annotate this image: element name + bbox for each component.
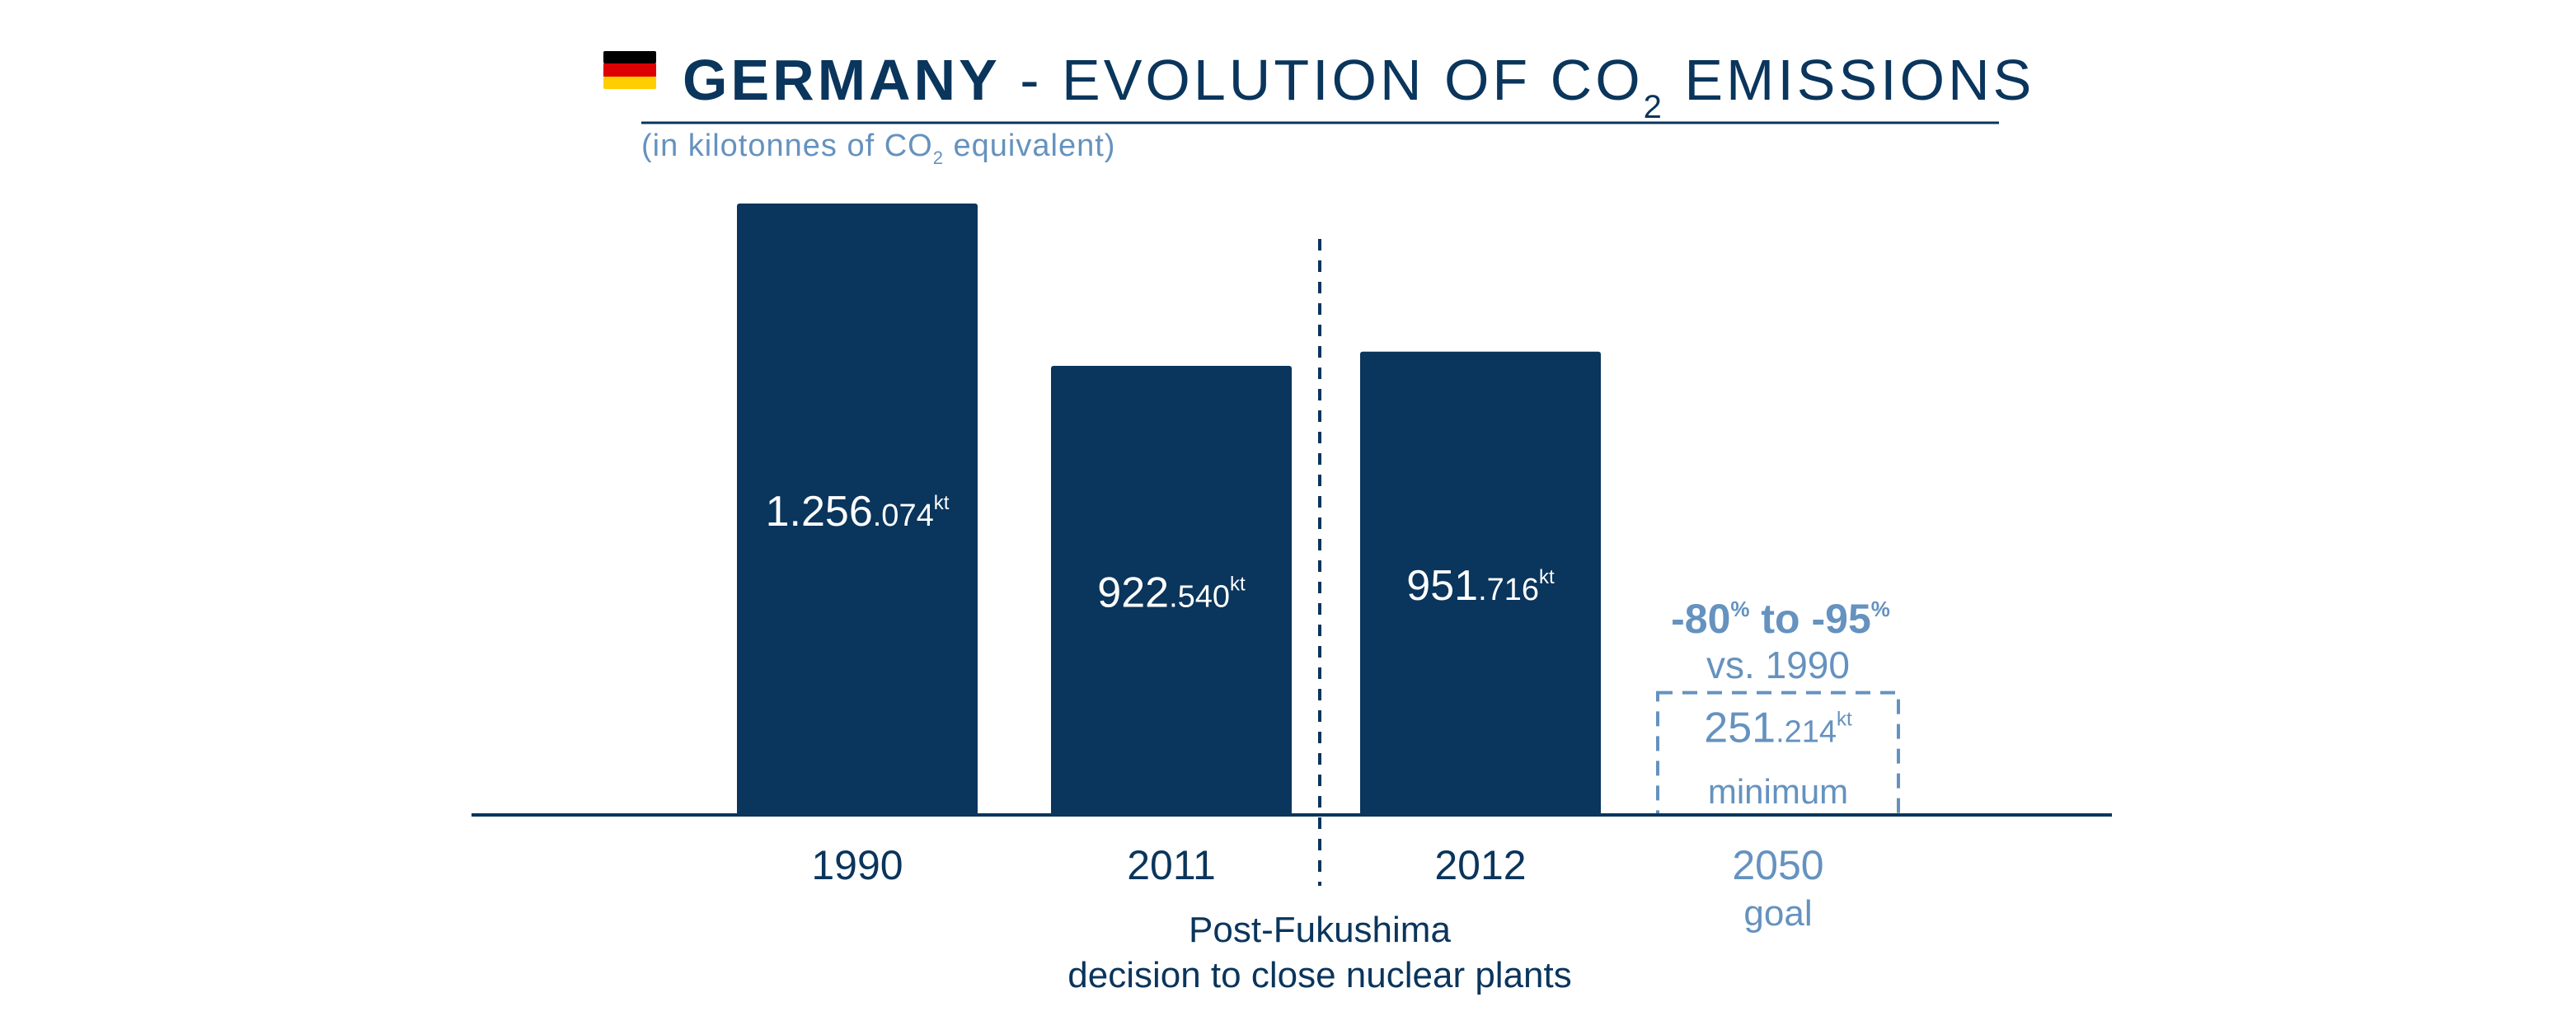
x-tick-label-2012: 2012 <box>1434 842 1526 888</box>
flag-stripe-red <box>603 63 656 77</box>
title-subscript: 2 <box>1644 89 1665 125</box>
value-label-1990: 1.256.074kt <box>766 488 950 536</box>
bar-1990 <box>737 204 978 815</box>
goal-caption: goal <box>1743 893 1812 934</box>
title-main-prefix: EVOLUTION OF CO <box>1062 48 1644 112</box>
subtitle-suffix: equivalent) <box>944 129 1115 163</box>
x-tick-label-1990: 1990 <box>811 842 903 888</box>
chart-subtitle: (in kilotonnes of CO2 equivalent) <box>641 129 1115 168</box>
flag-stripe-black <box>603 51 656 63</box>
value-label-decimals: .540 <box>1169 580 1230 615</box>
title-country: GERMANY <box>683 48 1001 112</box>
value-label-main: 922 <box>1097 569 1169 617</box>
germany-flag-icon <box>603 51 656 89</box>
x-tick-label-2011: 2011 <box>1127 842 1216 888</box>
subtitle-subscript: 2 <box>933 147 944 168</box>
goal-reduction-range: -80% to -95% <box>1671 596 1890 642</box>
value-label-main: 251 <box>1704 705 1776 752</box>
goal-reduction-to: -95 <box>1811 596 1870 642</box>
value-label-decimals: .214 <box>1776 715 1837 750</box>
goal-reduction-from: -80 <box>1671 596 1730 642</box>
goal-versus-baseline: vs. 1990 <box>1706 644 1850 686</box>
title-main-suffix: EMISSIONS <box>1665 48 2034 112</box>
labels-layer: 1.256.074kt1990922.540kt2011951.716kt201… <box>766 488 1852 934</box>
value-label-decimals: .074 <box>873 499 934 533</box>
goal-percent-to: % <box>1871 597 1890 621</box>
value-label-unit: kt <box>934 492 950 514</box>
value-label-2011: 922.540kt <box>1097 569 1246 617</box>
goal-box-label: minimum <box>1708 772 1848 811</box>
bars-layer <box>737 204 1900 817</box>
value-label-decimals: .716 <box>1478 573 1539 607</box>
subtitle-prefix: (in kilotonnes of CO <box>641 129 933 163</box>
bar-2011 <box>1051 366 1292 815</box>
flag-stripe-gold <box>603 77 656 89</box>
bar-2012 <box>1360 351 1601 816</box>
goal-reduction-joiner: to <box>1750 596 1812 642</box>
divider-annotation-line2: decision to close nuclear plants <box>1067 955 1571 995</box>
goal-percent-from: % <box>1730 597 1749 621</box>
value-label-main: 951 <box>1406 562 1478 610</box>
title-separator: - <box>1001 48 1062 112</box>
value-label-unit: kt <box>1837 709 1852 731</box>
x-tick-label-2050: 2050 <box>1732 842 1823 888</box>
chart-title: GERMANY - EVOLUTION OF CO2 EMISSIONS <box>683 48 2034 125</box>
value-label-2050: 251.214kt <box>1704 705 1852 752</box>
divider-annotation-line1: Post-Fukushima <box>1189 910 1451 950</box>
value-label-unit: kt <box>1230 574 1246 596</box>
value-label-2012: 951.716kt <box>1406 562 1555 610</box>
value-label-unit: kt <box>1539 566 1555 588</box>
value-label-main: 1.256 <box>766 488 873 536</box>
